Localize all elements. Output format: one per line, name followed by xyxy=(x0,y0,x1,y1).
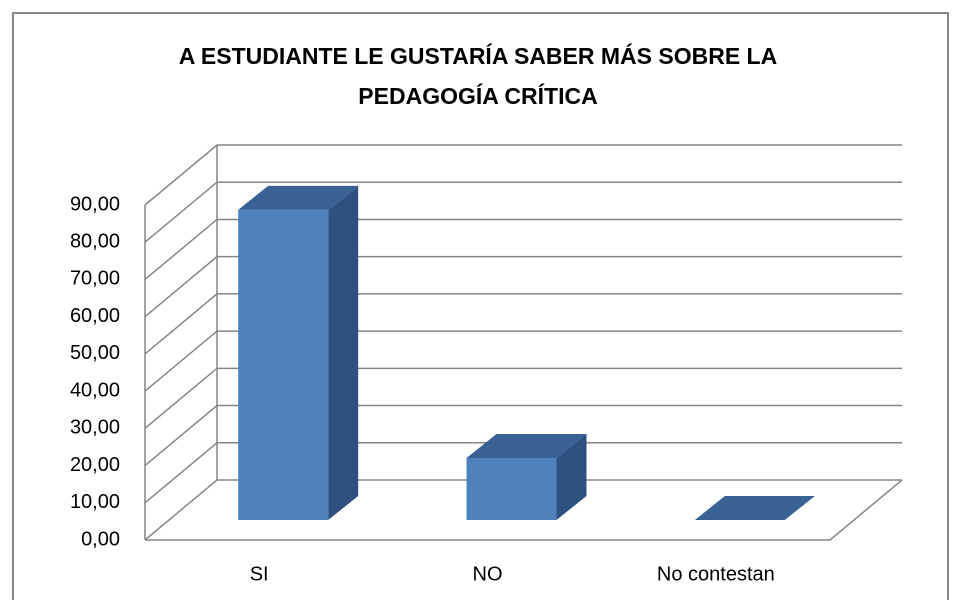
chart-title: A ESTUDIANTE LE GUSTARÍA SABER MÁS SOBRE… xyxy=(178,43,778,109)
x-tick-label: SI xyxy=(250,563,269,585)
bar-front xyxy=(466,457,557,520)
grid-line xyxy=(144,442,902,504)
bar-side xyxy=(556,433,587,520)
grid-line xyxy=(144,293,902,355)
grid-line xyxy=(144,330,902,392)
grid-line xyxy=(144,479,902,541)
grid-line xyxy=(144,404,902,467)
bar-top xyxy=(694,496,815,520)
grid-line xyxy=(144,218,902,281)
chart-border xyxy=(12,12,949,600)
y-tick-label: 60,00 xyxy=(70,305,120,327)
bar-front xyxy=(238,209,329,521)
grid-line xyxy=(144,255,902,318)
grid-line xyxy=(144,181,902,243)
grid-line xyxy=(144,367,902,429)
bar-top xyxy=(466,433,587,458)
bar xyxy=(238,185,359,521)
y-tick-label: 20,00 xyxy=(70,454,120,476)
bar xyxy=(694,496,815,520)
x-tick-label: No contestan xyxy=(657,563,775,585)
y-tick-label: 10,00 xyxy=(70,491,120,513)
y-tick-label: 0,00 xyxy=(81,528,120,550)
x-tick-label: NO xyxy=(473,563,503,585)
y-tick-label: 50,00 xyxy=(70,342,120,364)
y-tick-label: 30,00 xyxy=(70,417,120,439)
y-tick-label: 80,00 xyxy=(70,231,120,253)
y-tick-label: 70,00 xyxy=(70,268,120,290)
y-tick-label: 90,00 xyxy=(70,193,120,215)
floor-edge xyxy=(145,479,903,541)
grid-line xyxy=(144,144,902,206)
bar xyxy=(466,433,587,520)
bar-top xyxy=(238,185,359,210)
bar-side xyxy=(328,185,359,521)
y-tick-label: 40,00 xyxy=(70,379,120,401)
